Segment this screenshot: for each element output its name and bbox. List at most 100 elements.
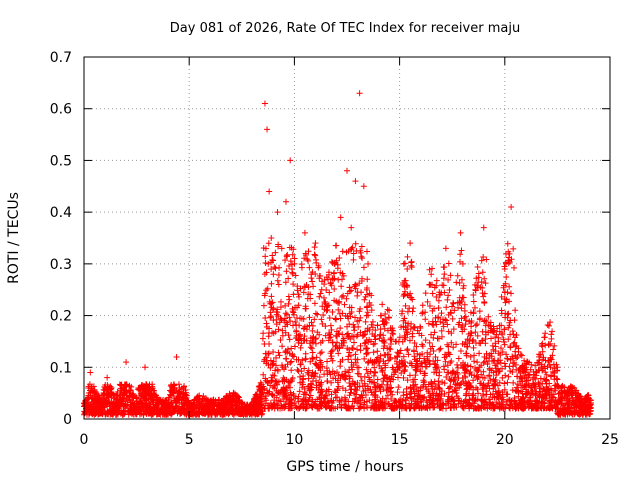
roti-point xyxy=(401,315,408,322)
roti-point xyxy=(380,358,387,365)
roti-point xyxy=(450,344,457,351)
roti-point xyxy=(264,378,271,385)
roti-point xyxy=(182,389,189,396)
roti-point xyxy=(340,292,347,299)
roti-point xyxy=(307,344,314,351)
roti-point xyxy=(470,377,477,384)
roti-point xyxy=(525,371,532,378)
axis-ticks: 0 0.1 0.2 0.3 0.4 0.5 0.6 0.7 0 5 10 15 20 25 xyxy=(50,50,619,448)
roti-point xyxy=(328,397,335,404)
roti-point xyxy=(346,366,353,373)
roti-point xyxy=(434,357,441,364)
roti-point xyxy=(359,275,366,282)
roti-point xyxy=(399,360,406,367)
roti-point xyxy=(300,315,307,322)
roti-point xyxy=(363,366,370,373)
roti-point xyxy=(297,285,304,292)
roti-point xyxy=(141,391,148,398)
roti-point xyxy=(516,367,523,374)
roti-point xyxy=(233,395,240,402)
roti-point xyxy=(260,371,267,378)
roti-point xyxy=(288,396,295,403)
roti-point xyxy=(506,283,513,290)
roti-point xyxy=(419,343,426,350)
roti-point xyxy=(179,390,186,397)
roti-point xyxy=(305,248,312,255)
roti-point xyxy=(255,403,262,410)
roti-point xyxy=(361,373,368,380)
roti-point xyxy=(386,401,393,408)
roti-point xyxy=(311,244,318,251)
roti-point xyxy=(266,405,273,412)
roti-peak-point xyxy=(522,364,529,371)
roti-peak-point xyxy=(104,374,111,381)
roti-point xyxy=(487,377,494,384)
roti-point xyxy=(422,383,429,390)
roti-point xyxy=(406,305,413,312)
roti-point xyxy=(438,404,445,411)
roti-point xyxy=(178,386,185,393)
roti-point xyxy=(478,337,485,344)
roti-point xyxy=(322,392,329,399)
roti-peak-point xyxy=(186,405,193,412)
roti-point xyxy=(363,350,370,357)
roti-point xyxy=(428,378,435,385)
roti-point xyxy=(302,355,309,362)
roti-point xyxy=(309,327,316,334)
roti-point xyxy=(332,315,339,322)
roti-point xyxy=(392,338,399,345)
roti-point xyxy=(428,331,435,338)
roti-point xyxy=(441,366,448,373)
roti-point xyxy=(362,382,369,389)
roti-point xyxy=(501,386,508,393)
roti-point xyxy=(495,350,502,357)
roti-point xyxy=(501,341,508,348)
roti-point xyxy=(248,411,255,418)
roti-point xyxy=(271,264,278,271)
roti-point xyxy=(149,392,156,399)
roti-point xyxy=(372,386,379,393)
roti-point xyxy=(441,354,448,361)
roti-point xyxy=(423,404,430,411)
roti-peak-point xyxy=(282,198,289,205)
roti-point xyxy=(104,407,111,414)
roti-point xyxy=(287,400,294,407)
roti-point xyxy=(495,368,502,375)
roti-peak-point xyxy=(97,400,104,407)
roti-point xyxy=(505,324,512,331)
roti-point xyxy=(473,367,480,374)
roti-point xyxy=(325,337,332,344)
roti-point xyxy=(436,369,443,376)
roti-point xyxy=(541,365,548,372)
roti-point xyxy=(242,410,249,417)
roti-point xyxy=(318,349,325,356)
roti-point xyxy=(268,293,275,300)
roti-point xyxy=(379,381,386,388)
roti-point xyxy=(460,402,467,409)
roti-point xyxy=(369,318,376,325)
roti-point xyxy=(535,359,542,366)
roti-point xyxy=(319,303,326,310)
roti-point xyxy=(371,383,378,390)
roti-point xyxy=(499,399,506,406)
roti-point xyxy=(352,395,359,402)
roti-point xyxy=(493,360,500,367)
roti-point xyxy=(309,355,316,362)
roti-point xyxy=(274,366,281,373)
roti-point xyxy=(414,362,421,369)
roti-point xyxy=(329,347,336,354)
roti-point xyxy=(370,372,377,379)
roti-point xyxy=(585,402,592,409)
roti-point xyxy=(570,397,577,404)
roti-point xyxy=(459,328,466,335)
roti-point xyxy=(551,376,558,383)
roti-point xyxy=(303,401,310,408)
roti-point xyxy=(162,403,169,410)
roti-point xyxy=(431,329,438,336)
roti-peak-point xyxy=(278,245,285,252)
roti-point xyxy=(318,278,325,285)
roti-point xyxy=(505,260,512,267)
roti-point xyxy=(406,337,413,344)
roti-point xyxy=(382,311,389,318)
roti-point xyxy=(283,268,290,275)
